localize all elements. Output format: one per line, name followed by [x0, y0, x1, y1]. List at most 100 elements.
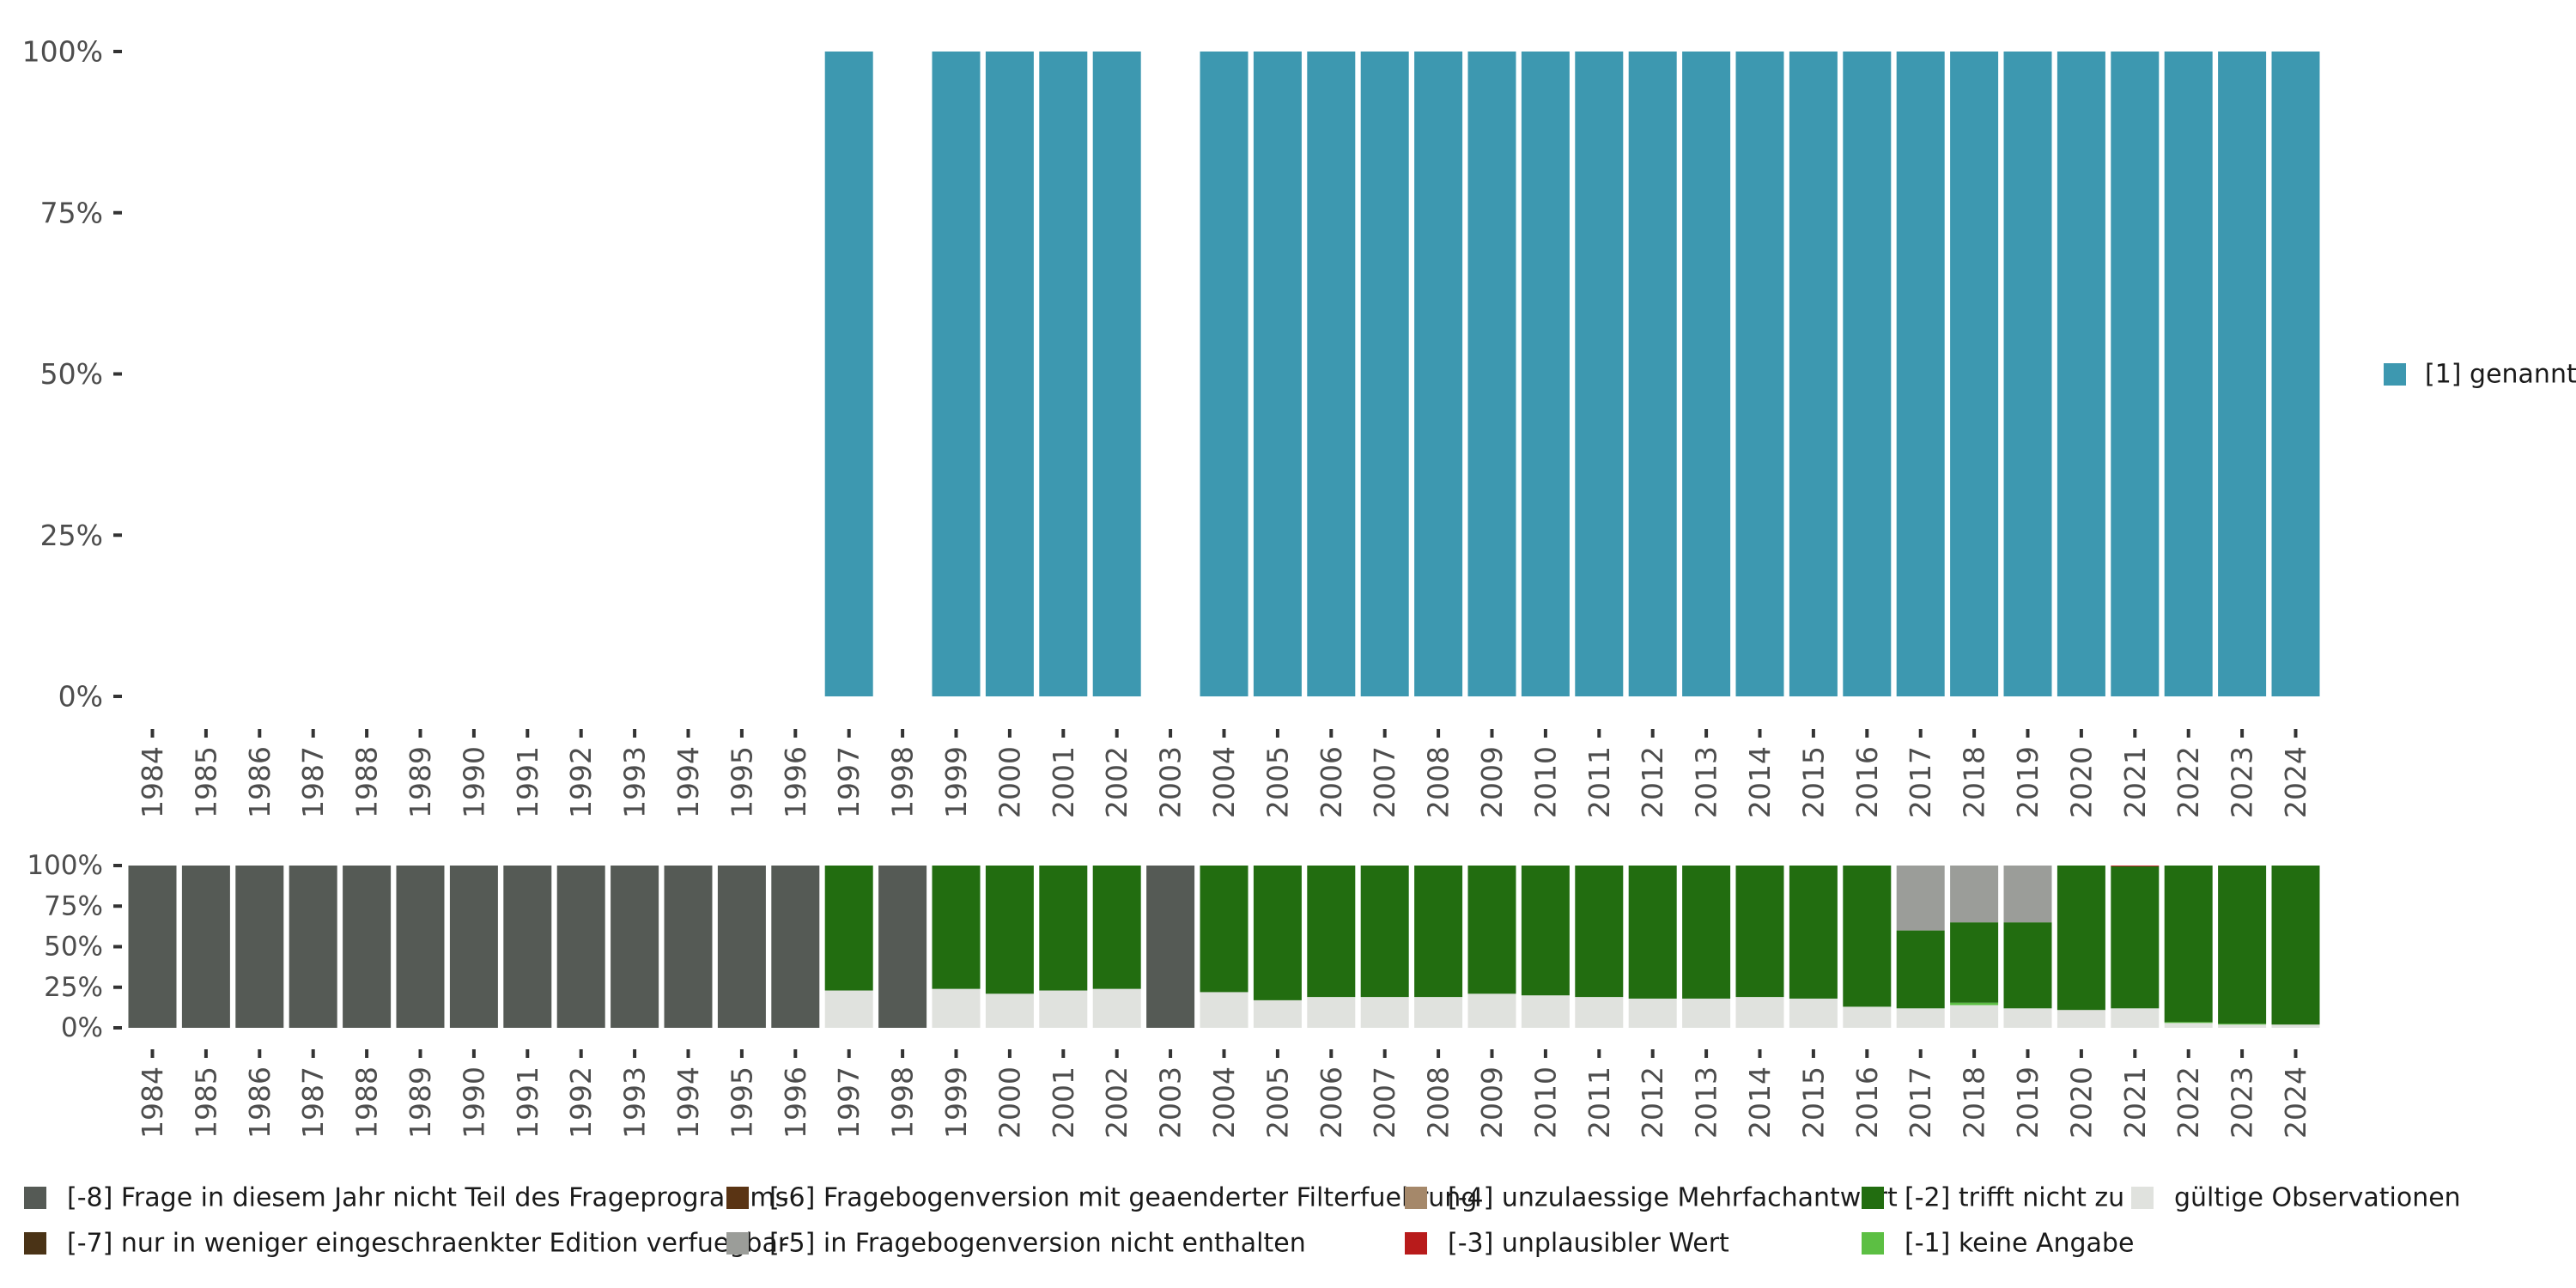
y-tick-label-top-4: 100%	[22, 35, 103, 69]
x-tick-label-bottom-2012: 2012	[1636, 1066, 1669, 1139]
x-tick-label-bottom-2001: 2001	[1047, 1066, 1080, 1139]
bar-bottom-8-frage-in-diesem-jahr-nicht-teil-des-frageprogramms-1989	[396, 866, 445, 1028]
bar-bottom-g-ltige-observationen-2008	[1414, 997, 1463, 1028]
x-tick-label-bottom-2017: 2017	[1904, 1066, 1937, 1139]
bar-bottom-8-frage-in-diesem-jahr-nicht-teil-des-frageprogramms-2003	[1146, 866, 1195, 1028]
bar-bottom-g-ltige-observationen-2021	[2111, 1008, 2160, 1028]
x-tick-label-top-1986: 1986	[243, 746, 276, 818]
bar-bottom-g-ltige-observationen-1999	[932, 988, 981, 1028]
bar-bottom-2-trifft-nicht-zu-2022	[2164, 866, 2213, 1023]
bar-bottom-g-ltige-observationen-2019	[2003, 1008, 2052, 1028]
x-tick-label-bottom-2023: 2023	[2226, 1066, 2259, 1139]
x-tick-label-top-2001: 2001	[1047, 746, 1080, 818]
y-tick-label-top-3: 75%	[40, 196, 103, 229]
x-tick-label-top-2016: 2016	[1850, 746, 1884, 818]
bar-top-1-genannt-1997	[824, 52, 873, 696]
bar-bottom-2-trifft-nicht-zu-2014	[1735, 866, 1784, 998]
bar-top-1-genannt-2002	[1092, 52, 1141, 696]
bar-top-1-genannt-2013	[1682, 52, 1731, 696]
legend-swatch-bottom-3-unplausibler-wert	[1405, 1232, 1427, 1255]
x-tick-label-top-2008: 2008	[1422, 746, 1455, 818]
legend-label-bottom-6-fragebogenversion-mit-geaenderter-filterfuehrung: [-6] Fragebogenversion mit geaenderter F…	[769, 1183, 1477, 1213]
bar-top-1-genannt-2010	[1521, 52, 1570, 696]
bar-bottom-2-trifft-nicht-zu-2023	[2218, 866, 2267, 1024]
x-tick-label-bottom-1984: 1984	[136, 1066, 169, 1139]
bar-top-1-genannt-2012	[1628, 52, 1677, 696]
x-tick-label-top-2015: 2015	[1796, 746, 1830, 818]
bar-top-1-genannt-2007	[1360, 52, 1409, 696]
x-tick-label-bottom-1988: 1988	[350, 1066, 384, 1139]
bar-top-1-genannt-2005	[1253, 52, 1302, 696]
x-tick-label-bottom-2014: 2014	[1743, 1066, 1777, 1139]
legend-swatch-bottom-7-nur-in-weniger-eingeschraenkter-edition-verfuegbar	[24, 1232, 46, 1255]
bar-bottom-8-frage-in-diesem-jahr-nicht-teil-des-frageprogramms-1998	[878, 866, 927, 1028]
legend-swatch-top-1-genannt	[2384, 363, 2406, 386]
x-tick-label-top-2004: 2004	[1207, 746, 1241, 818]
x-tick-label-bottom-1989: 1989	[404, 1066, 437, 1139]
x-tick-label-top-1993: 1993	[618, 746, 652, 818]
x-tick-label-bottom-1994: 1994	[671, 1066, 705, 1139]
x-tick-label-top-1989: 1989	[404, 746, 437, 818]
x-tick-label-top-1985: 1985	[189, 746, 222, 818]
bar-top-1-genannt-2014	[1735, 52, 1784, 696]
bar-bottom-g-ltige-observationen-2014	[1735, 997, 1784, 1028]
bar-bottom-8-frage-in-diesem-jahr-nicht-teil-des-frageprogramms-1992	[556, 866, 605, 1028]
x-tick-label-bottom-2005: 2005	[1261, 1066, 1294, 1139]
x-tick-label-bottom-2015: 2015	[1796, 1066, 1830, 1139]
y-tick-label-bottom-2: 50%	[44, 932, 103, 963]
bar-top-1-genannt-2019	[2003, 52, 2052, 696]
bar-bottom-8-frage-in-diesem-jahr-nicht-teil-des-frageprogramms-1995	[717, 866, 766, 1028]
x-tick-label-top-2002: 2002	[1100, 746, 1133, 818]
bar-bottom-1-keine-angabe-2018	[1950, 1002, 1999, 1005]
bar-bottom-8-frage-in-diesem-jahr-nicht-teil-des-frageprogramms-1994	[664, 866, 713, 1028]
bar-bottom-2-trifft-nicht-zu-2024	[2271, 866, 2320, 1025]
x-tick-label-bottom-2011: 2011	[1583, 1066, 1616, 1139]
bar-top-1-genannt-2000	[985, 52, 1034, 696]
bar-bottom-g-ltige-observationen-2016	[1843, 1006, 1892, 1028]
x-tick-label-bottom-2024: 2024	[2279, 1066, 2312, 1139]
legend-label-top-1-genannt: [1] genannt	[2425, 360, 2576, 390]
legend-label-bottom-1-keine-angabe: [-1] keine Angabe	[1905, 1229, 2134, 1259]
bar-top-1-genannt-2023	[2218, 52, 2267, 696]
x-tick-label-top-1991: 1991	[511, 746, 544, 818]
x-tick-label-bottom-1998: 1998	[886, 1066, 920, 1139]
bar-bottom-2-trifft-nicht-zu-2001	[1039, 866, 1088, 991]
x-tick-label-bottom-2009: 2009	[1475, 1066, 1509, 1139]
x-tick-label-bottom-2000: 2000	[993, 1066, 1026, 1139]
legend-swatch-bottom-5-in-fragebogenversion-nicht-enthalten	[726, 1232, 749, 1255]
x-tick-label-top-2023: 2023	[2226, 746, 2259, 818]
bar-bottom-g-ltige-observationen-2001	[1039, 990, 1088, 1028]
bar-bottom-2-trifft-nicht-zu-1997	[824, 866, 873, 991]
x-tick-label-bottom-1990: 1990	[457, 1066, 490, 1139]
bar-bottom-1-keine-angabe-2022	[2164, 1022, 2213, 1024]
bar-bottom-8-frage-in-diesem-jahr-nicht-teil-des-frageprogramms-1988	[343, 866, 392, 1028]
x-tick-label-top-2024: 2024	[2279, 746, 2312, 818]
bar-bottom-2-trifft-nicht-zu-2012	[1628, 866, 1677, 999]
bar-bottom-2-trifft-nicht-zu-2008	[1414, 866, 1463, 998]
bar-bottom-2-trifft-nicht-zu-2019	[2003, 922, 2052, 1009]
bar-bottom-g-ltige-observationen-1997	[824, 990, 873, 1028]
top-chart-panel: 0% 25% 50% 75% 100% 1984 1985 1986 1987 1988 1989 1…	[22, 35, 2320, 818]
bar-bottom-g-ltige-observationen-2006	[1307, 997, 1356, 1028]
x-tick-label-top-1992: 1992	[564, 746, 598, 818]
bar-bottom-8-frage-in-diesem-jahr-nicht-teil-des-frageprogramms-1991	[503, 866, 552, 1028]
x-tick-label-top-1988: 1988	[350, 746, 384, 818]
bar-bottom-2-trifft-nicht-zu-2006	[1307, 866, 1356, 998]
x-tick-label-bottom-1993: 1993	[618, 1066, 652, 1139]
bar-top-1-genannt-2008	[1414, 52, 1463, 696]
bar-bottom-2-trifft-nicht-zu-2011	[1575, 866, 1624, 998]
x-tick-label-bottom-2013: 2013	[1690, 1066, 1723, 1139]
bottom-chart-panel: 0% 25% 50% 75% 100% 1984 1985 1986 1987 1988 1989 1…	[27, 850, 2320, 1139]
bar-top-1-genannt-2016	[1843, 52, 1892, 696]
x-tick-label-bottom-2019: 2019	[2011, 1066, 2044, 1139]
y-tick-label-bottom-1: 25%	[44, 972, 103, 1003]
bar-bottom-2-trifft-nicht-zu-2013	[1682, 866, 1731, 999]
bar-top-1-genannt-2017	[1896, 52, 1945, 696]
legend-label-bottom-8-frage-in-diesem-jahr-nicht-teil-des-frageprogramms: [-8] Frage in diesem Jahr nicht Teil des…	[67, 1183, 788, 1213]
x-tick-label-bottom-2022: 2022	[2172, 1066, 2205, 1139]
x-tick-label-top-2014: 2014	[1743, 746, 1777, 818]
x-tick-label-top-2011: 2011	[1583, 746, 1616, 818]
bar-bottom-2-trifft-nicht-zu-2016	[1843, 866, 1892, 1007]
bar-bottom-8-frage-in-diesem-jahr-nicht-teil-des-frageprogramms-1996	[771, 866, 820, 1028]
bar-bottom-g-ltige-observationen-2009	[1467, 993, 1516, 1028]
